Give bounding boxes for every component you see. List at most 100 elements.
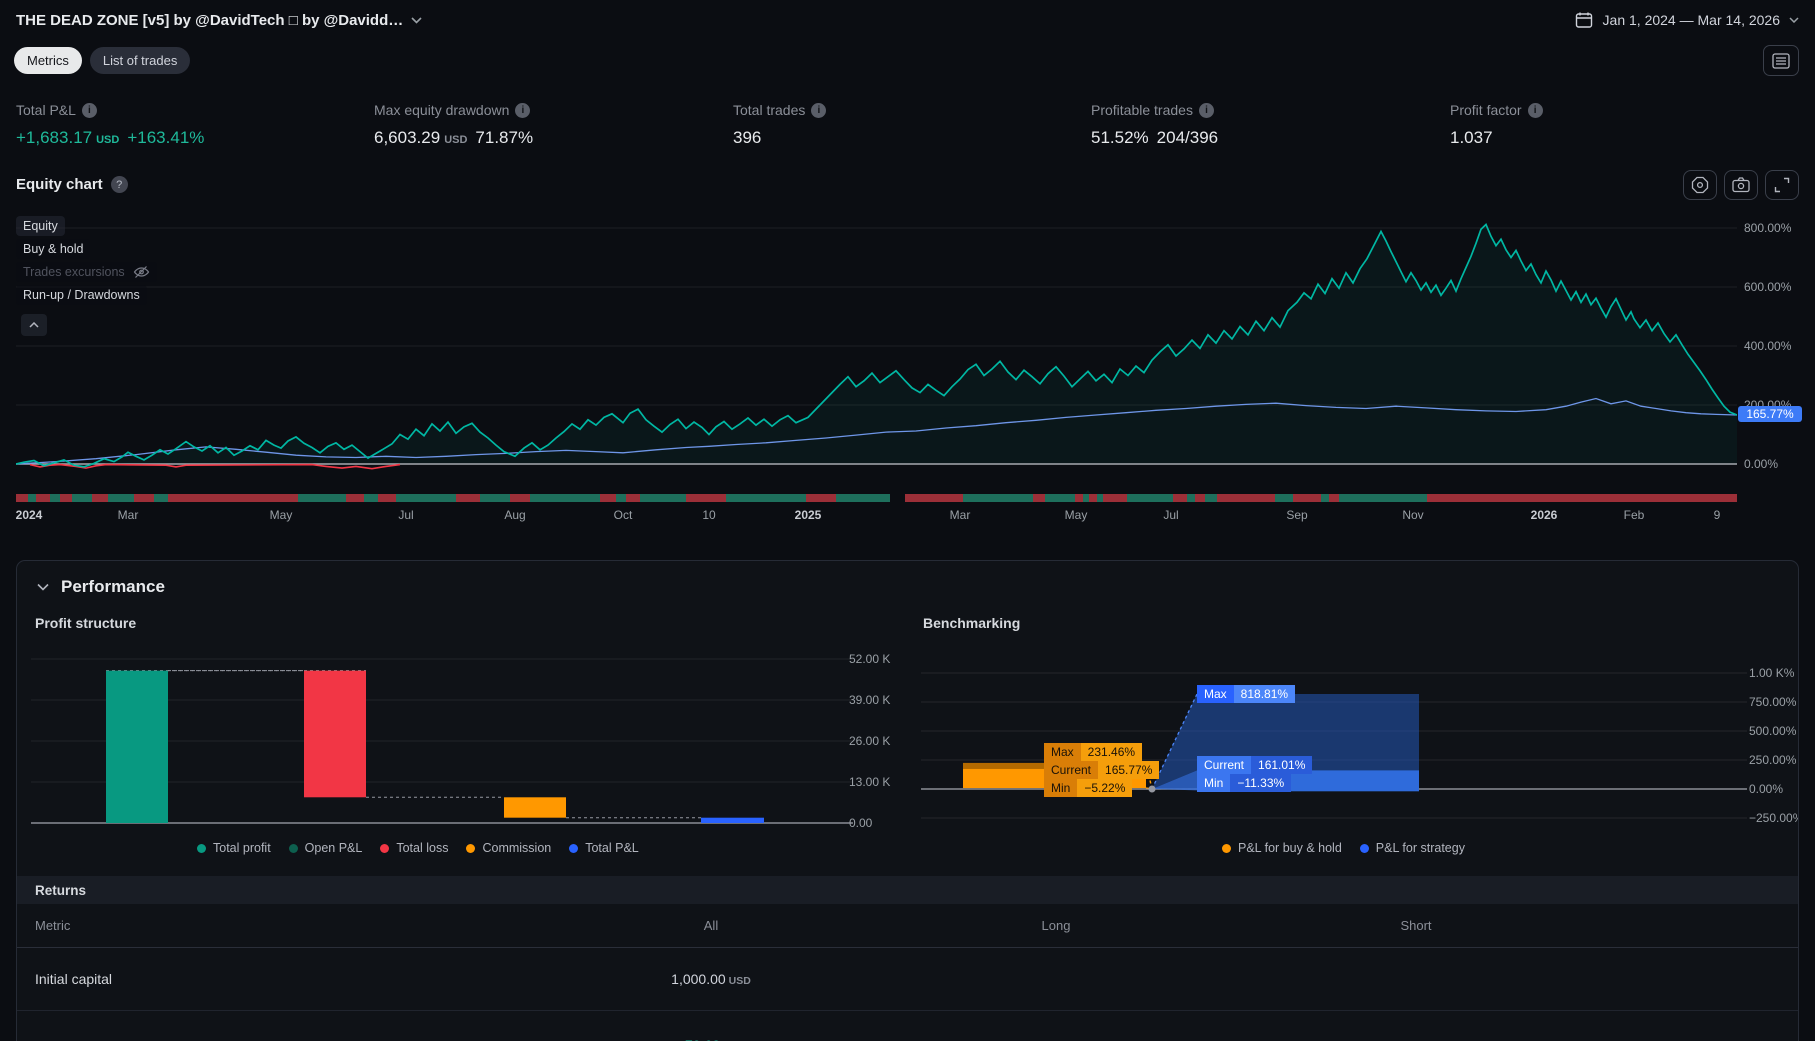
equity-x-axis: 2024 Mar May Jul Aug Oct 10 2025 Mar May Jul Sep Nov… <box>16 508 1737 526</box>
stat-max-drawdown: Max equity drawdown i 6,603.29 USD 71.87% <box>374 102 534 147</box>
strip-segment <box>1089 494 1097 502</box>
stat-label: Total trades <box>733 102 806 118</box>
strip-segment <box>1427 494 1737 502</box>
info-icon[interactable]: i <box>811 102 827 118</box>
stat-total-trades: Total trades i 396 <box>733 102 827 148</box>
strip-segment <box>134 494 154 502</box>
legend-item-equity[interactable]: Equity <box>16 216 65 236</box>
strip-segment <box>1045 494 1075 502</box>
stat-extra: +163.41% <box>127 128 205 147</box>
legend-collapse-button[interactable] <box>21 314 47 336</box>
gear-icon <box>1691 176 1709 194</box>
stat-profitable-trades: Profitable trades i 51.52% 204/396 <box>1091 102 1218 148</box>
strip-segment <box>1127 494 1173 502</box>
col-all: All <box>703 918 719 933</box>
strip-segment <box>1321 494 1329 502</box>
legend-item[interactable]: Commission <box>466 841 551 855</box>
strip-segment <box>626 494 640 502</box>
strip-segment <box>1187 494 1195 502</box>
stat-label: Total P&L <box>16 102 76 118</box>
page-title: THE DEAD ZONE [v5] by @DavidTech □ by @D… <box>16 12 404 29</box>
legend-item-runup-drawdowns[interactable]: Run-up / Drawdowns <box>16 285 147 305</box>
range-badge-min: Min −5.22% <box>1044 779 1133 797</box>
strip-segment <box>530 494 600 502</box>
chart-settings-button[interactable] <box>1683 170 1717 200</box>
strip-segment <box>1103 494 1127 502</box>
report-layout-button[interactable] <box>1763 45 1799 76</box>
camera-icon <box>1732 177 1750 193</box>
chart-snapshot-button[interactable] <box>1724 170 1758 200</box>
strip-segment <box>1195 494 1205 502</box>
x-tick: Oct <box>613 508 633 522</box>
tab-metrics[interactable]: Metrics <box>14 47 82 74</box>
equity-chart-toolbar <box>1683 170 1799 200</box>
strip-segment <box>168 494 298 502</box>
date-range-picker[interactable]: Jan 1, 2024 — Mar 14, 2026 <box>1574 10 1799 30</box>
strip-segment <box>1293 494 1321 502</box>
table-row-open-pnl[interactable]: Open P&L +79.60USD <box>17 1010 1798 1041</box>
y-tick: 500.00% <box>1749 724 1797 738</box>
stat-value: 1.037 <box>1450 128 1493 147</box>
x-tick: Feb <box>1623 508 1645 522</box>
strip-segment <box>963 494 1033 502</box>
strip-segment <box>36 494 50 502</box>
stat-label: Max equity drawdown <box>374 102 510 118</box>
row-value-all: 1,000.00 USD <box>671 971 751 987</box>
date-range-text: Jan 1, 2024 — Mar 14, 2026 <box>1602 12 1780 28</box>
stat-value: 396 <box>733 128 762 147</box>
strategy-title-dropdown[interactable]: THE DEAD ZONE [v5] by @DavidTech □ by @D… <box>16 12 422 29</box>
legend-item[interactable]: Total profit <box>197 841 271 855</box>
strip-segment <box>806 494 836 502</box>
equity-chart-region[interactable]: Equity Buy & hold Trades excursions Run-… <box>16 214 1805 476</box>
legend-item[interactable]: P&L for buy & hold <box>1222 841 1342 855</box>
y-tick: 400.00% <box>1744 339 1792 353</box>
legend-dot <box>466 843 476 853</box>
x-tick: Sep <box>1286 508 1308 522</box>
legend-item[interactable]: Open P&L <box>288 841 362 855</box>
table-row-initial-capital[interactable]: Initial capital 1,000.00 USD <box>17 948 1798 1010</box>
strip-segment <box>726 494 806 502</box>
legend-item-trades-excursions[interactable]: Trades excursions <box>16 262 157 282</box>
strip-segment <box>364 494 378 502</box>
strip-segment <box>905 494 963 502</box>
range-badge-current: Current 165.77% <box>1044 761 1160 779</box>
x-tick: 2024 <box>15 508 43 522</box>
legend-item[interactable]: Total loss <box>380 841 448 855</box>
legend-item[interactable]: P&L for strategy <box>1359 841 1465 855</box>
benchmarking-chart[interactable] <box>921 651 1747 831</box>
range-badge-min: Min −11.33% <box>1197 774 1292 792</box>
stat-extra: 204/396 <box>1156 128 1219 147</box>
chevron-down-icon <box>411 17 422 24</box>
y-tick: 750.00% <box>1749 695 1797 709</box>
x-tick: May <box>1064 508 1088 522</box>
info-icon[interactable]: i <box>515 102 531 118</box>
performance-card: Performance Profit structure Benchmarkin… <box>16 560 1799 1041</box>
profit-structure-legend: Total profit Open P&L Total loss Commission… <box>197 841 639 855</box>
profit-structure-chart[interactable] <box>31 651 853 831</box>
strip-segment <box>1205 494 1217 502</box>
stat-label: Profitable trades <box>1091 102 1193 118</box>
legend-item-buy-hold[interactable]: Buy & hold <box>16 239 91 259</box>
info-icon[interactable]: i <box>81 102 97 118</box>
x-tick: Mar <box>949 508 971 522</box>
strip-segment <box>640 494 686 502</box>
strip-segment <box>1329 494 1339 502</box>
stat-value: 6,603.29 <box>374 128 441 147</box>
chevron-down-icon <box>37 583 49 591</box>
equity-chart-plot[interactable] <box>16 214 1737 476</box>
help-icon[interactable]: ? <box>110 176 128 193</box>
performance-header[interactable]: Performance <box>37 577 165 597</box>
legend-dot <box>197 843 206 853</box>
strip-segment <box>1097 494 1103 502</box>
legend-item[interactable]: Total P&L <box>569 841 639 855</box>
strip-segment <box>1217 494 1275 502</box>
chart-fullscreen-button[interactable] <box>1765 170 1799 200</box>
stat-value: 51.52% <box>1091 128 1149 147</box>
info-icon[interactable]: i <box>1198 102 1214 118</box>
info-icon[interactable]: i <box>1527 102 1543 118</box>
runup-drawdown-strip <box>16 494 1737 502</box>
chevron-down-icon <box>1789 17 1799 23</box>
returns-table-header: Metric All Long Short <box>17 904 1798 948</box>
tab-list-of-trades[interactable]: List of trades <box>89 47 191 74</box>
col-long: Long <box>1041 918 1071 933</box>
